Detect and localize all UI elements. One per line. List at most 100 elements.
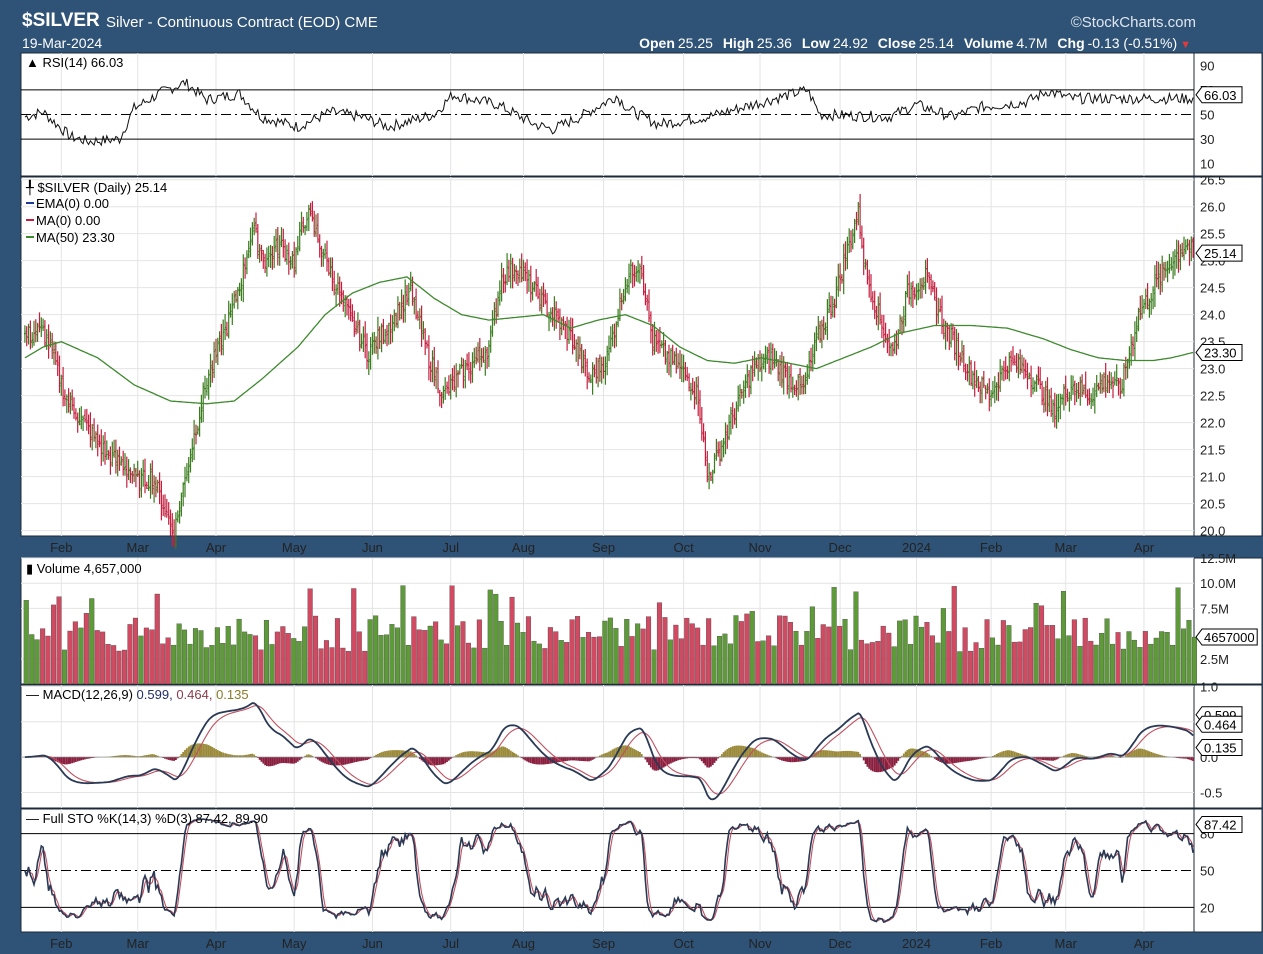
ohlc-bar <box>833 298 836 318</box>
macd-hist-bar <box>615 747 618 758</box>
volume-bar <box>706 618 712 685</box>
ohlc-bar <box>580 344 583 374</box>
macd-hist-bar <box>740 745 743 758</box>
macd-hist-bar <box>404 750 407 758</box>
ohlc-bar <box>271 246 274 270</box>
macd-hist-bar <box>206 744 208 758</box>
ohlc-bar <box>1021 354 1023 373</box>
ohlc-bar <box>815 326 818 352</box>
ohlc-bar <box>586 358 589 390</box>
ohlc-bar <box>533 281 536 292</box>
macd-hist-bar <box>458 753 461 758</box>
macd-hist-bar <box>791 757 794 763</box>
ohlc-bar <box>1192 237 1195 258</box>
ohlc-bar <box>435 367 438 390</box>
macd-hist-bar <box>269 757 272 767</box>
macd-tick: -0.5 <box>1200 785 1222 800</box>
volume-bar <box>809 606 815 685</box>
macd-hist-bar <box>468 751 470 758</box>
ohlc-bar <box>684 362 687 381</box>
macd-hist-bar <box>289 757 292 764</box>
close-value: 25.14 <box>918 35 954 51</box>
macd-hist-bar <box>1021 754 1023 758</box>
macd-hist-bar <box>939 757 942 762</box>
macd-hist-bar <box>477 751 479 758</box>
macd-hist-bar <box>688 757 691 759</box>
volume-bar <box>542 648 548 685</box>
volume-bar <box>635 623 641 685</box>
volume-bar <box>815 638 821 685</box>
ohlc-bar <box>1046 377 1049 417</box>
macd-hist-bar <box>886 757 889 770</box>
ohlc-bar <box>711 469 714 484</box>
macd-hist-bar <box>304 755 307 758</box>
ohlc-bar <box>118 446 121 471</box>
macd-hist-bar <box>786 757 789 762</box>
ohlc-bar <box>959 352 962 366</box>
brand-logo[interactable]: ©StockCharts.com <box>1070 14 1196 31</box>
volume-bar <box>553 631 559 685</box>
macd-hist-bar <box>660 757 663 769</box>
volume-bar <box>875 641 881 685</box>
volume-bar <box>760 640 766 685</box>
ohlc-bar <box>1057 393 1060 423</box>
macd-hist-bar <box>165 757 168 760</box>
macd-hist-bar <box>1057 757 1060 759</box>
macd-hist-bar <box>364 757 367 761</box>
ohlc-bar <box>890 342 892 357</box>
macd-hist-bar <box>1112 756 1114 758</box>
macd-hist-bar <box>671 757 674 763</box>
ohlc-bar <box>340 281 343 305</box>
macd-hist-bar <box>559 757 561 762</box>
rsi-tick: 10 <box>1200 157 1214 172</box>
ohlc-bar <box>165 498 168 518</box>
volume-bar <box>525 616 531 685</box>
macd-hist-bar <box>1081 755 1084 758</box>
ohlc-bar <box>693 381 696 410</box>
macd-hist-bar <box>418 757 421 759</box>
ohlc-bar <box>982 371 985 388</box>
ohlc-bar <box>264 253 267 273</box>
ohlc-bar <box>437 360 439 394</box>
ohlc-bar <box>1022 357 1025 380</box>
ohlc-bar <box>67 388 70 413</box>
ohlc-bar <box>1110 372 1113 390</box>
macd-hist-bar <box>1002 751 1005 758</box>
macd-hist-bar <box>384 751 387 758</box>
ohlc-bar <box>573 334 576 350</box>
ohlc-bar <box>51 332 54 359</box>
macd-hist-bar <box>606 752 609 758</box>
macd-hist-bar <box>278 757 281 764</box>
volume-bar <box>886 632 892 685</box>
macd-hist-bar <box>315 757 317 759</box>
macd-hist-bar <box>449 757 452 760</box>
macd-hist-bar <box>375 754 378 758</box>
macd-hist-bar <box>1006 750 1009 758</box>
ohlc-bar <box>808 350 811 379</box>
macd-hist-bar <box>469 751 472 758</box>
ohlc-bar <box>1068 391 1071 412</box>
ohlc-bar <box>267 245 270 268</box>
ohlc-bar <box>109 446 112 475</box>
macd-hist-bar <box>227 754 230 758</box>
macd-hist-bar <box>120 755 123 758</box>
macd-panel <box>20 684 1195 809</box>
price-tick: 23.0 <box>1200 362 1225 377</box>
macd-hist-bar <box>504 747 507 758</box>
macd-hist-bar <box>1039 757 1042 760</box>
ohlc-bar <box>911 281 914 308</box>
macd-hist-bar <box>766 754 769 758</box>
ohlc-bar <box>444 377 447 400</box>
macd-hist-bar <box>666 757 669 766</box>
macd-hist-bar <box>706 757 709 768</box>
ohlc-bar <box>89 412 92 448</box>
volume-bar <box>72 621 78 685</box>
macd-hist-bar <box>446 757 448 762</box>
ohlc-bar <box>275 228 277 253</box>
ohlc-bar <box>1001 365 1003 381</box>
macd-hist-bar <box>204 744 206 758</box>
hist-value: 0.135 <box>216 687 249 702</box>
macd-hist-bar <box>710 757 712 767</box>
ohlc-bar <box>990 390 993 407</box>
ohlc-bar <box>376 316 379 360</box>
